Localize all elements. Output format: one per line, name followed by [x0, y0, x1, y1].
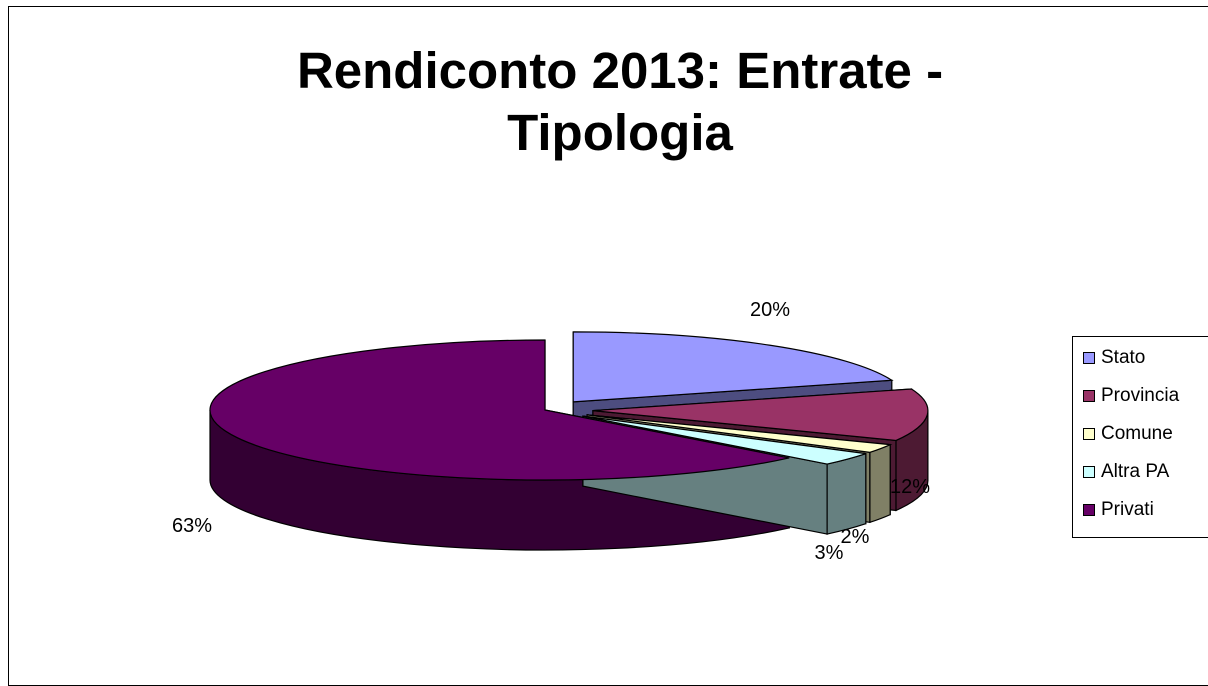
slice-comune — [586, 414, 893, 453]
chart-title-line-1: Rendiconto 2013: Entrate - — [296, 42, 944, 99]
data-label-stato: 20% — [750, 299, 790, 321]
legend-item-stato: Stato — [1083, 345, 1145, 371]
legend-swatch-altra-pa — [1083, 466, 1095, 478]
legend-item-privati: Privati — [1083, 497, 1154, 523]
slice-stato — [572, 331, 894, 403]
slice-altra-pa — [582, 415, 866, 465]
legend-swatch-stato — [1083, 352, 1095, 364]
legend-label-altra-pa: Altra PA — [1101, 461, 1170, 482]
legend-swatch-comune — [1083, 428, 1095, 440]
slice-altra-pa-side — [826, 452, 867, 535]
data-label-comune: 2% — [841, 526, 870, 548]
legend-label-comune: Comune — [1101, 423, 1173, 444]
pie-tops — [209, 331, 929, 481]
legend-item-comune: Comune — [1083, 421, 1173, 447]
legend-label-stato: Stato — [1101, 347, 1146, 368]
legend-swatch-privati — [1083, 504, 1095, 516]
chart-title: Rendiconto 2013: Entrate - Tipologia — [0, 40, 1208, 164]
legend-label-privati: Privati — [1101, 499, 1154, 520]
legend-item-altra-pa: Altra PA — [1083, 459, 1169, 485]
slice-comune-side — [869, 443, 891, 524]
data-label-altra-pa: 3% — [815, 542, 844, 564]
legend-swatch-provincia — [1083, 390, 1095, 402]
legend-label-provincia: Provincia — [1101, 385, 1180, 406]
chart-title-line-2: Tipologia — [507, 104, 733, 161]
slice-provincia — [592, 388, 929, 442]
pie-chart: 20% 12% 2%3% 63% — [172, 299, 930, 564]
legend: Stato Provincia Comune Altra PA Privati — [1072, 336, 1208, 538]
legend-item-provincia: Provincia — [1083, 383, 1179, 409]
data-label-provincia: 12% — [890, 476, 930, 498]
pie-data-labels: 20% 12% 2%3% 63% — [172, 299, 930, 564]
data-label-privati: 63% — [172, 515, 212, 537]
slice-privati — [209, 339, 790, 481]
